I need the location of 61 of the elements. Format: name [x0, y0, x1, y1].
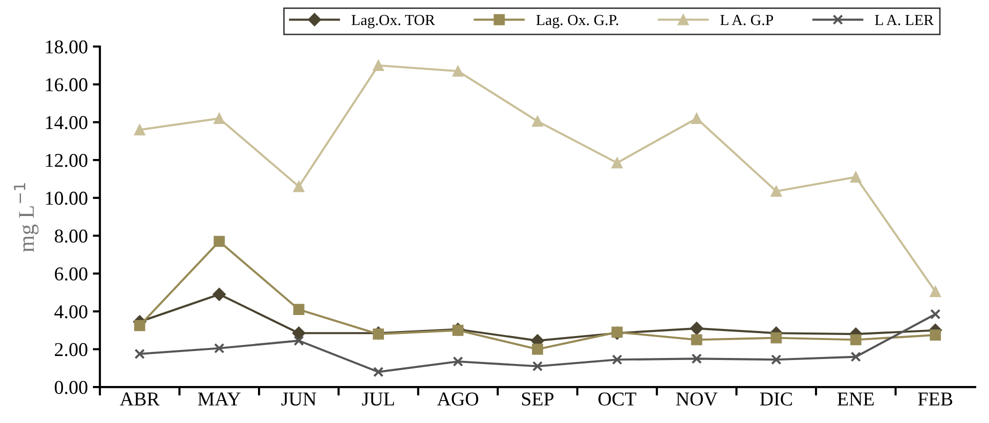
y-tick-label: 8.00: [54, 230, 88, 243]
point: [214, 236, 225, 247]
legend-label: Lag. Ox. G.P.: [536, 14, 618, 28]
point: [294, 335, 304, 346]
point: [293, 180, 304, 192]
point: [134, 124, 146, 136]
point: [770, 332, 782, 344]
y-tick-label: 18.00: [46, 40, 88, 54]
legend-label: L A. G.P: [720, 14, 774, 26]
x-tick-label: FEB: [918, 392, 952, 406]
point: [293, 304, 304, 316]
y-tick-label: 4.00: [54, 305, 88, 318]
y-tick-label: 10.00: [46, 192, 88, 205]
point: [691, 334, 702, 346]
point: [771, 354, 782, 365]
point: [372, 328, 384, 340]
y-tick-label: 0.00: [54, 380, 88, 394]
legend-label: L A. LER: [874, 14, 934, 26]
point: [850, 172, 862, 183]
point: [532, 116, 544, 127]
x-tick-label: MAY: [198, 392, 241, 406]
point: [292, 326, 306, 340]
point: [612, 354, 622, 365]
x-tick-label: AGO: [437, 392, 478, 406]
x-tick-label: OCT: [598, 392, 636, 406]
point: [214, 112, 225, 124]
point: [691, 353, 702, 364]
point: [612, 157, 623, 168]
x-tick-label: JUN: [281, 392, 316, 406]
point: [850, 334, 862, 346]
x-tick-label: NOV: [676, 392, 718, 406]
point: [214, 343, 224, 354]
point: [691, 112, 702, 124]
x-tick-label: DIC: [760, 392, 792, 406]
legend-label: Lag.Ox. TOR: [352, 14, 436, 28]
point: [212, 288, 226, 301]
x-tick-label: JUL: [362, 392, 394, 406]
y-tick-label: 2.00: [54, 343, 88, 356]
y-tick-label: 12.00: [46, 154, 88, 168]
point: [930, 309, 941, 320]
point: [452, 66, 464, 77]
y-tick-label: 14.00: [46, 116, 88, 130]
point: [372, 60, 384, 72]
point: [930, 286, 941, 298]
y-tick-label: 6.00: [54, 267, 88, 281]
x-tick-label: ENE: [837, 392, 874, 406]
point: [930, 329, 941, 341]
point: [452, 324, 464, 336]
point: [532, 344, 544, 355]
y-tick-label: 16.00: [46, 78, 88, 92]
point: [134, 320, 146, 332]
point: [770, 186, 782, 197]
point: [690, 322, 704, 335]
point: [532, 361, 543, 372]
y-axis-title: mg L$^{−1}$: [14, 183, 39, 252]
point: [373, 366, 384, 378]
x-tick-label: SEP: [522, 392, 554, 406]
point: [452, 356, 464, 367]
point: [850, 352, 862, 362]
x-tick-label: ABR: [120, 392, 160, 406]
point: [134, 348, 145, 360]
